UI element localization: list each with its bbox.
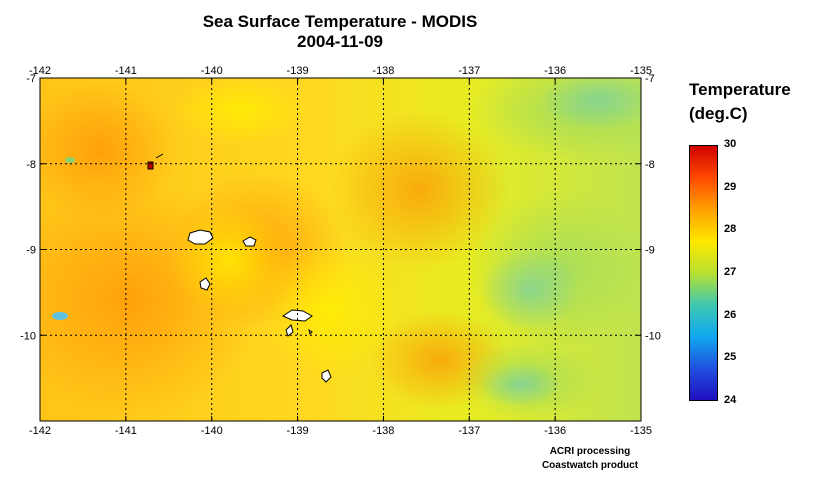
colorbar-tick-label: 24 xyxy=(724,394,737,406)
x-tick-label-top: -137 xyxy=(458,65,480,77)
x-tick-label-top: -141 xyxy=(115,65,137,77)
island-tahuata xyxy=(285,324,294,337)
colorbar-tick-label: 28 xyxy=(724,223,737,236)
x-tick-label-top: -135 xyxy=(630,65,652,77)
island-hiva-oa xyxy=(281,309,313,322)
island-nuku-hiva xyxy=(187,229,214,245)
island-hatutu xyxy=(155,153,164,159)
island-shapes xyxy=(187,229,332,383)
axis-ticks: -142 -142 -141 -141 -140 -140 -139 -139 -138 -138… xyxy=(20,65,661,437)
island-ua-huka xyxy=(242,236,257,247)
y-tick-label-left: -7 xyxy=(26,73,36,85)
colorbar-tick-label: 26 xyxy=(724,308,737,321)
y-tick-label-left: -8 xyxy=(26,159,36,171)
credit-product: Coastwatch product xyxy=(541,460,639,471)
colorbar-tick-label: 25 xyxy=(724,351,737,364)
x-tick-label-top: -136 xyxy=(544,65,566,77)
island-fatu-hiva xyxy=(321,369,332,383)
y-tick-label-right: -8 xyxy=(645,159,655,171)
map-date: 2004-11-09 xyxy=(296,32,384,51)
map-title: Sea Surface Temperature - MODIS xyxy=(202,12,478,31)
x-tick-label-top: -140 xyxy=(201,65,223,77)
island-eiao xyxy=(147,161,154,170)
y-tick-label-left: -9 xyxy=(26,245,36,257)
x-tick-label-bottom: -141 xyxy=(115,425,137,437)
x-tick-label-bottom: -139 xyxy=(287,425,309,437)
y-tick-label-right: -9 xyxy=(645,245,655,257)
legend-title: Temperature xyxy=(689,80,791,99)
colorbar-tick-label: 27 xyxy=(724,266,737,278)
x-tick-label-bottom: -137 xyxy=(458,425,480,437)
y-tick-label-right: -7 xyxy=(645,73,655,85)
graticule xyxy=(40,78,641,421)
x-tick-label-top: -138 xyxy=(372,65,394,77)
y-tick-label-right: -10 xyxy=(645,330,661,342)
x-tick-label-bottom: -142 xyxy=(29,425,51,437)
y-tick-label-left: -10 xyxy=(20,330,36,342)
colorbar-tick-label: 30 xyxy=(724,138,737,150)
x-tick-label-bottom: -140 xyxy=(201,425,223,437)
x-tick-label-top: -139 xyxy=(287,65,309,77)
x-tick-label-bottom: -136 xyxy=(544,425,566,437)
x-tick-label-bottom: -138 xyxy=(372,425,394,437)
island-ua-pou xyxy=(199,277,211,291)
island-motu-one xyxy=(308,328,313,335)
colorbar-tick-label: 29 xyxy=(724,180,737,193)
credit-processing: ACRI processing xyxy=(549,446,631,457)
legend-units: (deg.C) xyxy=(689,104,748,123)
sst-field xyxy=(40,78,641,421)
colorbar xyxy=(689,145,718,401)
x-tick-label-top: -142 xyxy=(29,65,51,77)
x-tick-label-bottom: -135 xyxy=(630,425,652,437)
